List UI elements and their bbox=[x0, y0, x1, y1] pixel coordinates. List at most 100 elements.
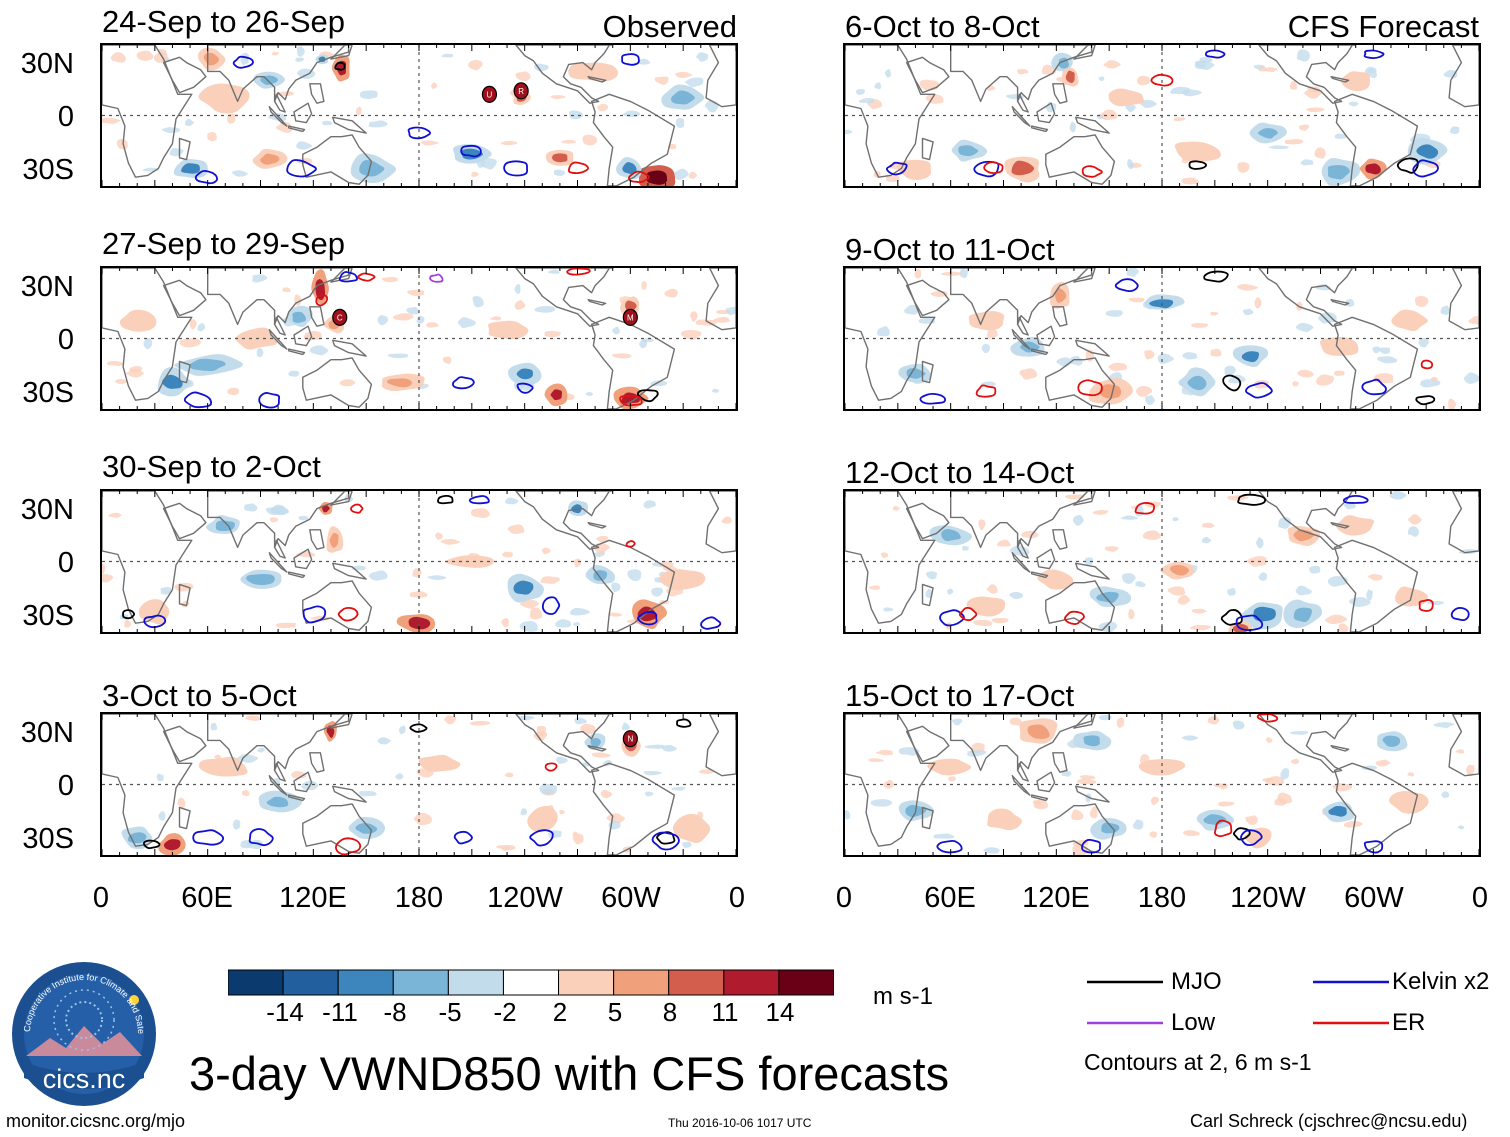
coastline bbox=[1075, 339, 1110, 357]
wave-contour bbox=[1256, 714, 1279, 723]
anomaly-speckle bbox=[1408, 514, 1422, 525]
coastline bbox=[1031, 794, 1049, 802]
anomaly-speckle bbox=[1021, 530, 1039, 539]
legend-lines bbox=[1087, 980, 1389, 1025]
anomaly-speckle bbox=[395, 773, 404, 780]
anomaly-core bbox=[1257, 128, 1278, 139]
coastline bbox=[288, 125, 306, 133]
coastline bbox=[1031, 348, 1049, 356]
anomaly-speckle bbox=[1210, 348, 1222, 357]
anomaly-speckle bbox=[1468, 316, 1479, 325]
anomaly-speckle bbox=[996, 539, 1011, 547]
anomaly-speckle bbox=[1300, 159, 1314, 166]
anomaly-speckle bbox=[986, 328, 998, 339]
website-link[interactable]: monitor.cicsnc.org/mjo bbox=[6, 1111, 186, 1131]
coastline bbox=[302, 134, 373, 185]
anomaly-speckle bbox=[356, 106, 362, 116]
anomaly-core bbox=[163, 839, 181, 851]
anomaly-speckle bbox=[892, 505, 900, 511]
wave-contour bbox=[258, 392, 281, 409]
panel-title-fc-2: 9-Oct to 11-Oct bbox=[845, 232, 1055, 267]
wave-contour bbox=[248, 828, 274, 847]
anomaly-speckle bbox=[1181, 735, 1199, 741]
anomaly-speckle bbox=[1069, 121, 1076, 133]
anomaly-speckle bbox=[309, 345, 329, 356]
wave-contour bbox=[452, 376, 475, 390]
coastline bbox=[1330, 299, 1350, 306]
anomaly-speckle bbox=[303, 330, 322, 341]
coastline bbox=[268, 552, 288, 573]
anomaly-speckle bbox=[1076, 778, 1097, 785]
anomaly-core bbox=[941, 529, 961, 542]
coastline bbox=[1073, 714, 1096, 729]
anomaly-speckle bbox=[240, 56, 249, 65]
anomaly-core bbox=[1147, 762, 1176, 773]
anomaly-speckle bbox=[568, 110, 584, 120]
wave-contour bbox=[192, 829, 225, 846]
coastline bbox=[1016, 93, 1029, 113]
coastline bbox=[1075, 785, 1110, 803]
anomaly-speckle bbox=[295, 551, 316, 558]
anomaly-speckle bbox=[627, 569, 642, 582]
anomaly-speckle bbox=[457, 317, 476, 329]
anomaly-core bbox=[550, 389, 563, 401]
anomaly-speckle bbox=[244, 503, 258, 512]
anomaly-speckle bbox=[207, 132, 217, 142]
anomaly-speckle bbox=[1072, 514, 1084, 526]
coastline bbox=[1016, 762, 1029, 782]
anomaly-speckle bbox=[712, 388, 720, 393]
wave-contour bbox=[1233, 827, 1251, 841]
storm-letter: M bbox=[627, 313, 634, 322]
anomaly-speckle bbox=[1092, 510, 1109, 515]
anomaly-speckle bbox=[413, 812, 433, 826]
anomaly-speckle bbox=[116, 138, 128, 150]
anomaly-speckle bbox=[1372, 346, 1380, 354]
anomaly-core bbox=[181, 163, 200, 174]
anomaly-speckle bbox=[409, 591, 428, 598]
storm-marker: U bbox=[481, 85, 498, 103]
coastline bbox=[590, 762, 676, 855]
coastline bbox=[705, 45, 736, 108]
anomaly-speckle bbox=[644, 791, 654, 797]
anomaly-speckle bbox=[514, 300, 526, 310]
anomaly-speckle bbox=[1334, 133, 1348, 139]
anomaly-core bbox=[1365, 163, 1381, 175]
wave-contour bbox=[335, 837, 362, 855]
anomaly-speckle bbox=[189, 319, 198, 330]
anomaly-speckle bbox=[671, 786, 686, 791]
lon-label-0: 0 bbox=[92, 882, 110, 914]
wave-contour bbox=[1081, 165, 1103, 178]
coastline bbox=[1031, 125, 1049, 133]
coastline bbox=[273, 316, 286, 336]
anomaly-speckle bbox=[161, 127, 181, 134]
anomaly-speckle bbox=[962, 545, 969, 551]
colorbar-label: 11 bbox=[711, 997, 739, 1027]
lon-label-180: 180 bbox=[1137, 882, 1187, 914]
lat-label-30n: 30N bbox=[20, 271, 74, 303]
anomaly-speckle bbox=[1364, 66, 1377, 79]
anomaly-speckle bbox=[1103, 60, 1121, 69]
wave-contour bbox=[1064, 610, 1085, 625]
anomaly-speckle bbox=[490, 316, 501, 321]
wave-contour bbox=[1412, 159, 1439, 178]
anomaly-speckle bbox=[1440, 305, 1452, 315]
anomaly-speckle bbox=[574, 717, 587, 725]
anomaly-speckle bbox=[904, 304, 919, 315]
anomaly-speckle bbox=[125, 368, 144, 378]
legend-label-kelvin: Kelvin x2 bbox=[1392, 968, 1490, 995]
anomaly-speckle bbox=[1033, 799, 1048, 810]
colorbar-swatch bbox=[447, 969, 504, 996]
coastline bbox=[268, 775, 288, 796]
coastline bbox=[309, 752, 325, 773]
wave-contour bbox=[350, 503, 364, 514]
wave-contour bbox=[637, 610, 658, 626]
anomaly-speckle bbox=[612, 326, 620, 335]
anomaly-speckle bbox=[1210, 311, 1219, 316]
anomaly-speckle bbox=[1443, 70, 1458, 79]
anomaly-speckle bbox=[1258, 572, 1267, 581]
anomaly-speckle bbox=[1418, 337, 1430, 348]
anomaly-speckle bbox=[412, 568, 422, 578]
wave-contour bbox=[1150, 73, 1174, 87]
